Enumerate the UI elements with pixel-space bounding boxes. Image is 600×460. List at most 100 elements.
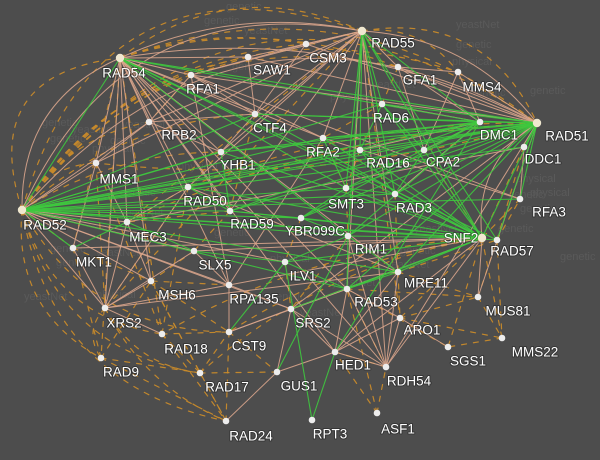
edge-coexpression-green [300,122,538,219]
graph-node-mre11[interactable] [394,268,402,276]
graph-node-sgs1[interactable] [444,343,452,351]
edge-genetic-orange-dashed [496,239,503,339]
graph-node-srs2[interactable] [287,305,295,313]
graph-node-rdh54[interactable] [382,363,390,371]
edge-coexpression-green [229,121,481,212]
graph-node-rad9[interactable] [97,354,105,362]
graph-node-mkt1[interactable] [69,244,77,252]
edge-physical-salmon [290,308,387,368]
edge-physical-salmon [254,43,307,115]
graph-node-rad53[interactable] [343,285,351,293]
watermark-label: yeastNet [24,291,67,303]
graph-node-label-xrs2: XRS2 [106,316,141,331]
graph-node-label-srs2: SRS2 [295,316,330,331]
edge-genetic-orange-dashed [496,198,521,241]
edge-physical-salmon [104,221,128,309]
graph-node-rad3[interactable] [391,190,399,198]
graph-node-rad57[interactable] [493,236,501,244]
graph-node-rad55[interactable] [357,26,367,36]
edge-physical-salmon [228,137,324,286]
edge-coexpression-green [284,261,348,290]
graph-node-label-rad57: RAD57 [490,244,534,259]
graph-node-rpa135[interactable] [225,281,233,289]
graph-node-rad24[interactable] [222,417,230,425]
edge-physical-salmon [119,57,324,139]
edge-physical-salmon [21,209,292,310]
graph-node-ctf4[interactable] [251,110,259,118]
graph-node-hed1[interactable] [331,348,339,356]
graph-node-rpb2[interactable] [145,118,153,126]
graph-node-ilv1[interactable] [281,258,289,266]
edge-genetic-orange-dashed [228,331,278,373]
edge-coexpression-green [381,103,483,239]
graph-node-gus1[interactable] [273,368,281,376]
graph-node-yhb1[interactable] [217,148,225,156]
graph-node-rim1[interactable] [344,232,352,240]
edge-coexpression-green [345,121,481,189]
graph-node-mms4[interactable] [454,68,462,76]
graph-node-rad59[interactable] [226,207,234,215]
edge-physical-salmon [361,30,387,368]
graph-node-gfa1[interactable] [394,63,402,71]
edge-physical-salmon [21,57,538,211]
graph-node-rad54[interactable] [115,53,125,63]
graph-node-smt3[interactable] [342,184,350,192]
graph-node-msh6[interactable] [147,277,155,285]
watermark-label: genetic [214,227,250,239]
graph-node-rfa1[interactable] [187,71,195,79]
graph-node-asf1[interactable] [373,409,381,417]
graph-node-mms22[interactable] [498,334,506,342]
edge-genetic-orange-dashed [100,357,201,374]
graph-node-aro1[interactable] [396,314,404,322]
edge-coexpression-green [187,121,481,188]
edge-genetic-orange-dashed [361,27,538,124]
edge-genetic-orange-dashed [193,210,231,252]
edge-physical-salmon [385,317,401,368]
edge-coexpression-green [423,122,538,151]
graph-node-rad18[interactable] [158,330,166,338]
graph-node-cst9[interactable] [225,328,233,336]
edge-physical-salmon [322,137,521,200]
edge-coexpression-green [220,122,538,153]
edge-coexpression-green [119,57,481,123]
graph-node-mms1[interactable] [92,159,100,167]
edge-coexpression-green [119,57,347,189]
graph-node-rad17[interactable] [196,369,204,377]
edge-physical-salmon [220,30,363,153]
graph-node-rfa3[interactable] [516,195,524,203]
graph-node-ybr099c[interactable] [297,214,305,222]
edge-coexpression-green [347,235,399,273]
graph-node-csm3[interactable] [302,40,310,48]
graph-node-rad50[interactable] [184,183,192,191]
edge-coexpression-green [119,57,498,241]
watermark-label: physical [516,173,556,185]
edge-coexpression-green [346,271,399,290]
graph-node-snf2[interactable] [477,233,487,243]
graph-node-label-slx5: SLX5 [198,258,231,273]
graph-node-rad51[interactable] [532,118,542,128]
graph-node-rad16[interactable] [356,146,364,154]
graph-node-rad6[interactable] [378,100,386,108]
edge-genetic-orange-dashed [397,239,498,273]
edge-physical-salmon [119,56,249,59]
graph-node-xrs2[interactable] [101,304,109,312]
edge-coexpression-green [496,122,538,241]
graph-node-slx5[interactable] [190,247,198,255]
graph-node-saw1[interactable] [244,53,252,61]
graph-node-label-mus81: MUS81 [485,304,530,319]
graph-node-rfa2[interactable] [319,134,327,142]
edge-physical-salmon [119,57,348,290]
edge-physical-salmon [148,30,363,123]
graph-node-cpa2[interactable] [420,146,428,154]
graph-node-mus81[interactable] [474,293,482,301]
edge-genetic-orange-dashed [119,37,399,68]
graph-node-mec3[interactable] [123,218,131,226]
graph-node-ddc1[interactable] [520,143,528,151]
graph-node-rpt3[interactable] [308,416,316,424]
edge-genetic-orange-dashed [20,209,102,359]
graph-node-dmc1[interactable] [476,118,484,126]
graph-node-rad52[interactable] [17,205,27,215]
edge-physical-salmon [399,317,449,348]
